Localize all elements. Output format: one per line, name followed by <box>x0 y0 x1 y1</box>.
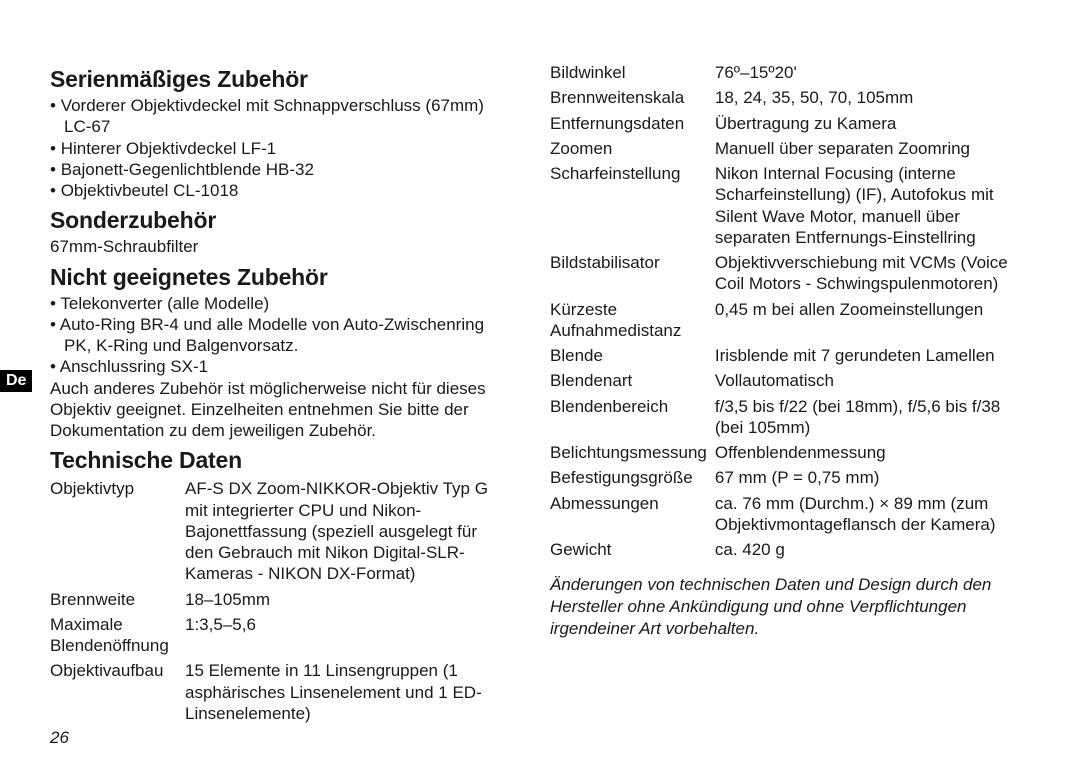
spec-row: Kürzeste Aufnahmedistanz0,45 m bei allen… <box>550 297 1030 344</box>
spec-value: 1:3,5–5,6 <box>185 612 510 659</box>
spec-row: ScharfeinstellungNikon Internal Focusing… <box>550 161 1030 250</box>
spec-label: Bildwinkel <box>550 60 715 85</box>
spec-label: Gewicht <box>550 537 715 562</box>
optional-text: 67mm-Schraubfilter <box>50 236 510 257</box>
right-column: Bildwinkel76º–15º20'Brennweitenskala18, … <box>550 60 1030 726</box>
heading-optional-accessories: Sonderzubehör <box>50 207 510 234</box>
spec-label: Brennweite <box>50 587 185 612</box>
spec-row: BelichtungsmessungOffenblendenmessung <box>550 440 1030 465</box>
spec-row: Objektivaufbau15 Elemente in 11 Linsengr… <box>50 658 510 726</box>
spec-value: Manuell über separaten Zoomring <box>715 136 1030 161</box>
spec-label: Objektivaufbau <box>50 658 185 726</box>
spec-value: 76º–15º20' <box>715 60 1030 85</box>
spec-label: Brennweitenskala <box>550 85 715 110</box>
spec-row: Bildwinkel76º–15º20' <box>550 60 1030 85</box>
spec-label: Belichtungsmessung <box>550 440 715 465</box>
spec-table-left: ObjektivtypAF-S DX Zoom-NIKKOR-Objektiv … <box>50 476 510 726</box>
spec-label: Objektivtyp <box>50 476 185 586</box>
spec-label: Blendenart <box>550 368 715 393</box>
left-column: De Serienmäßiges Zubehör Vorderer Objekt… <box>50 60 510 726</box>
spec-table-right: Bildwinkel76º–15º20'Brennweitenskala18, … <box>550 60 1030 562</box>
list-item: Bajonett-Gegenlichtblende HB-32 <box>64 159 510 180</box>
spec-label: Abmessungen <box>550 491 715 538</box>
spec-label: Zoomen <box>550 136 715 161</box>
spec-value: Irisblende mit 7 gerundeten Lamellen <box>715 343 1030 368</box>
spec-value: 0,45 m bei allen Zoomeinstellungen <box>715 297 1030 344</box>
spec-value: ca. 420 g <box>715 537 1030 562</box>
heading-standard-accessories: Serienmäßiges Zubehör <box>50 66 510 93</box>
heading-specifications: Technische Daten <box>50 447 510 474</box>
list-item: Objektivbeutel CL-1018 <box>64 180 510 201</box>
spec-row: BildstabilisatorObjektivverschiebung mit… <box>550 250 1030 297</box>
standard-accessories-list: Vorderer Objektivdeckel mit Schnappversc… <box>50 95 510 201</box>
spec-value: Offenblendenmessung <box>715 440 1030 465</box>
spec-label: Scharfeinstellung <box>550 161 715 250</box>
spec-row: EntfernungsdatenÜbertragung zu Kamera <box>550 111 1030 136</box>
spec-row: Blendenbereichf/3,5 bis f/22 (bei 18mm),… <box>550 394 1030 441</box>
spec-value: Objektivverschiebung mit VCMs (Voice Coi… <box>715 250 1030 297</box>
incompatible-note: Auch anderes Zubehör ist möglicherweise … <box>50 378 510 442</box>
spec-label: Maximale Blendenöffnung <box>50 612 185 659</box>
heading-incompatible: Nicht geeignetes Zubehör <box>50 264 510 291</box>
list-item: Auto-Ring BR-4 und alle Modelle von Auto… <box>64 314 510 357</box>
spec-label: Blende <box>550 343 715 368</box>
spec-label: Blendenbereich <box>550 394 715 441</box>
spec-value: 18–105mm <box>185 587 510 612</box>
list-item: Hinterer Objektivdeckel LF-1 <box>64 138 510 159</box>
spec-row: Befestigungsgröße67 mm (P = 0,75 mm) <box>550 465 1030 490</box>
spec-value: 18, 24, 35, 50, 70, 105mm <box>715 85 1030 110</box>
spec-label: Bildstabilisator <box>550 250 715 297</box>
spec-label: Kürzeste Aufnahmedistanz <box>550 297 715 344</box>
spec-value: ca. 76 mm (Durchm.) × 89 mm (zum Objekti… <box>715 491 1030 538</box>
spec-value: AF-S DX Zoom-NIKKOR-Objektiv Typ G mit i… <box>185 476 510 586</box>
spec-row: Abmessungenca. 76 mm (Durchm.) × 89 mm (… <box>550 491 1030 538</box>
spec-row: BlendeIrisblende mit 7 gerundeten Lamell… <box>550 343 1030 368</box>
spec-row: Brennweitenskala18, 24, 35, 50, 70, 105m… <box>550 85 1030 110</box>
spec-value: Vollautomatisch <box>715 368 1030 393</box>
spec-row: Brennweite18–105mm <box>50 587 510 612</box>
spec-value: 15 Elemente in 11 Linsengruppen (1 asphä… <box>185 658 510 726</box>
spec-value: f/3,5 bis f/22 (bei 18mm), f/5,6 bis f/3… <box>715 394 1030 441</box>
language-tab: De <box>0 370 32 392</box>
page-content: De Serienmäßiges Zubehör Vorderer Objekt… <box>50 60 1030 726</box>
spec-value: 67 mm (P = 0,75 mm) <box>715 465 1030 490</box>
page-number: 26 <box>50 728 69 748</box>
spec-row: Maximale Blendenöffnung1:3,5–5,6 <box>50 612 510 659</box>
spec-row: BlendenartVollautomatisch <box>550 368 1030 393</box>
spec-row: Gewichtca. 420 g <box>550 537 1030 562</box>
spec-row: ZoomenManuell über separaten Zoomring <box>550 136 1030 161</box>
spec-value: Nikon Internal Focusing (interne Scharfe… <box>715 161 1030 250</box>
incompatible-list: Telekonverter (alle Modelle) Auto-Ring B… <box>50 293 510 378</box>
list-item: Anschlussring SX-1 <box>64 356 510 377</box>
spec-row: ObjektivtypAF-S DX Zoom-NIKKOR-Objektiv … <box>50 476 510 586</box>
spec-value: Übertragung zu Kamera <box>715 111 1030 136</box>
spec-label: Entfernungsdaten <box>550 111 715 136</box>
spec-label: Befestigungsgröße <box>550 465 715 490</box>
list-item: Telekonverter (alle Modelle) <box>64 293 510 314</box>
list-item: Vorderer Objektivdeckel mit Schnappversc… <box>64 95 510 138</box>
disclaimer-text: Änderungen von technischen Daten und Des… <box>550 574 1030 640</box>
